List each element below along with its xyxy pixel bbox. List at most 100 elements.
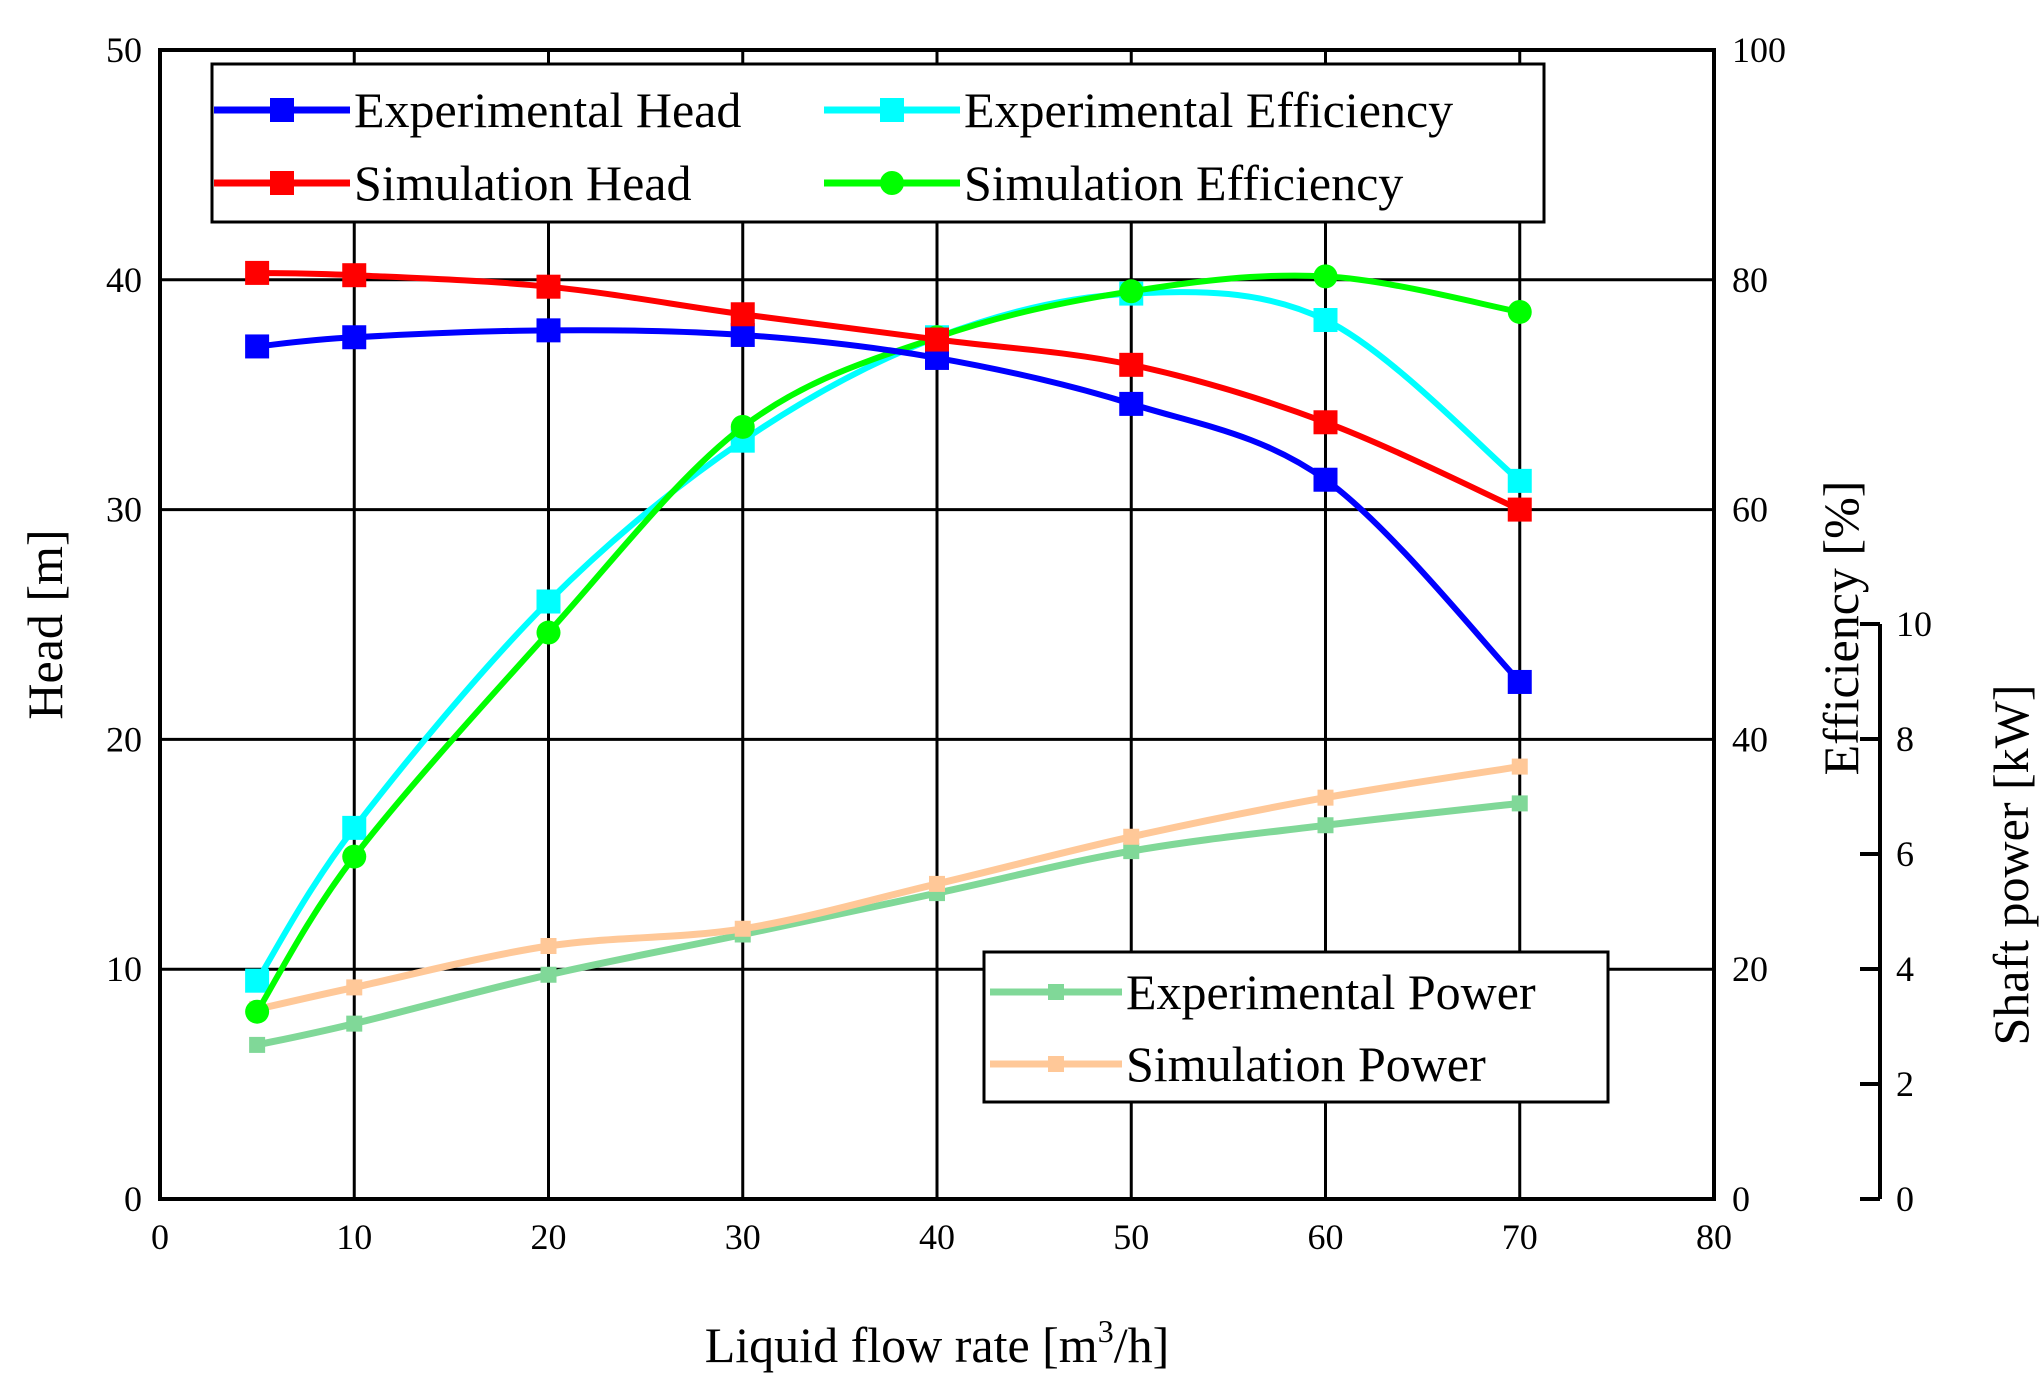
x-tick-label: 80: [1696, 1217, 1732, 1257]
legend-label-simulation-head: Simulation Head: [354, 155, 691, 211]
data-point-simulation-head: [245, 260, 270, 285]
data-point-experimental-head: [730, 322, 755, 347]
data-point-simulation-power: [346, 979, 363, 996]
series-simulation-head: [245, 260, 1532, 522]
data-point-simulation-head: [342, 263, 367, 288]
data-point-simulation-efficiency: [342, 844, 367, 869]
series-simulation-power: [249, 758, 1528, 1018]
series-line-simulation-power: [253, 763, 1524, 1013]
data-point-simulation-efficiency: [1119, 279, 1144, 304]
data-point-experimental-head: [1119, 391, 1144, 416]
x-tick-label: 10: [336, 1217, 372, 1257]
legend-top: Experimental Head Simulation Head Experime…: [210, 62, 1546, 224]
legend-label-experimental-power: Experimental Power: [1126, 964, 1536, 1020]
legend-marker-simulation-power: [1048, 1056, 1064, 1072]
x-tick-label: 20: [531, 1217, 567, 1257]
efficiency-tick-label: 40: [1732, 719, 1768, 759]
axis-ticks: 0 10 20 30 40 50 60 70 8001020304050020406080100…: [106, 30, 1932, 1257]
efficiency-tick-label: 80: [1732, 260, 1768, 300]
head-axis-title: Head [m]: [17, 529, 73, 719]
data-point-experimental-efficiency: [342, 815, 367, 840]
data-point-experimental-power: [249, 1036, 266, 1053]
data-point-simulation-efficiency: [1313, 264, 1338, 289]
data-point-simulation-efficiency: [1507, 299, 1532, 324]
legend-marker-experimental-power: [1048, 984, 1064, 1000]
data-point-simulation-power: [929, 875, 945, 892]
data-point-simulation-head: [1119, 352, 1144, 377]
x-axis-title: Liquid flow rate [m3/h]: [705, 1313, 1170, 1373]
legend-marker-simulation-head: [270, 171, 294, 195]
legend-label-simulation-power: Simulation Power: [1126, 1036, 1486, 1092]
power-axis-title: Shaft power [kW]: [1983, 685, 2039, 1046]
data-point-simulation-power: [1511, 758, 1528, 775]
x-tick-label: 60: [1308, 1217, 1344, 1257]
legend-label-simulation-efficiency: Simulation Efficiency: [964, 155, 1403, 211]
data-point-experimental-efficiency: [1507, 468, 1532, 493]
data-point-simulation-power: [1317, 789, 1334, 806]
data-point-experimental-power: [1511, 795, 1528, 812]
head-tick-label: 30: [106, 490, 142, 530]
legend-label-experimental-head: Experimental Head: [354, 82, 741, 138]
power-tick-label: 4: [1896, 949, 1914, 989]
data-point-experimental-head: [536, 318, 561, 343]
head-tick-label: 40: [106, 260, 142, 300]
legend-bottom: Experimental Power Simulation Power: [982, 950, 1610, 1104]
power-tick-label: 6: [1896, 834, 1914, 874]
data-point-simulation-efficiency: [730, 414, 755, 439]
data-point-experimental-power: [346, 1015, 363, 1032]
data-point-simulation-head: [1313, 410, 1338, 435]
plot-frame: [158, 48, 1716, 1201]
efficiency-tick-label: 0: [1732, 1179, 1750, 1219]
data-point-simulation-efficiency: [536, 620, 561, 645]
legend-marker-experimental-efficiency: [880, 98, 904, 122]
power-tick-label: 0: [1896, 1179, 1914, 1219]
efficiency-axis-title: Efficiency [%]: [1813, 481, 1869, 776]
efficiency-tick-label: 20: [1732, 949, 1768, 989]
legend-bottom-box: [982, 950, 1610, 1104]
data-point-simulation-power: [540, 938, 557, 954]
series-line-experimental-head: [254, 327, 1523, 685]
series-experimental-head: [245, 318, 1532, 694]
series-line-simulation-efficiency: [254, 272, 1523, 1015]
data-point-experimental-head: [1313, 467, 1338, 492]
head-tick-label: 50: [106, 30, 142, 70]
axis-labels: Liquid flow rate [m3/h] Head [m] Efficienc…: [17, 481, 2039, 1373]
data-point-experimental-head: [342, 325, 367, 350]
x-axis-title-superscript: 3: [1098, 1313, 1114, 1349]
series-line-experimental-efficiency: [254, 289, 1523, 984]
legend-label-experimental-efficiency: Experimental Efficiency: [964, 82, 1453, 138]
head-tick-label: 0: [124, 1179, 142, 1219]
data-point-experimental-power: [1123, 843, 1140, 860]
x-tick-label: 0: [151, 1217, 169, 1257]
series-layer: [245, 260, 1532, 1053]
data-point-experimental-power: [1317, 817, 1334, 834]
legend-marker-simulation-efficiency: [880, 171, 904, 195]
x-tick-label: 40: [919, 1217, 955, 1257]
head-tick-label: 10: [106, 949, 142, 989]
x-axis-title-main: Liquid flow rate [m: [705, 1317, 1098, 1373]
legend-marker-experimental-head: [270, 98, 294, 122]
series-experimental-efficiency: [245, 281, 1532, 993]
x-tick-label: 70: [1502, 1217, 1538, 1257]
power-tick-label: 8: [1896, 719, 1914, 759]
data-point-simulation-power: [1123, 828, 1140, 845]
data-point-simulation-efficiency: [245, 999, 270, 1024]
efficiency-tick-label: 60: [1732, 490, 1768, 530]
data-point-experimental-head: [245, 334, 270, 359]
data-point-experimental-efficiency: [1313, 308, 1338, 333]
head-tick-label: 20: [106, 719, 142, 759]
series-line-experimental-power: [253, 799, 1524, 1049]
data-point-experimental-efficiency: [536, 589, 561, 614]
data-point-simulation-head: [730, 302, 755, 327]
series-simulation-efficiency: [245, 264, 1532, 1024]
data-point-simulation-head: [536, 274, 561, 299]
data-point-experimental-efficiency: [245, 968, 270, 993]
data-point-experimental-power: [540, 966, 557, 983]
power-tick-label: 10: [1896, 604, 1932, 644]
x-tick-label: 50: [1113, 1217, 1149, 1257]
power-tick-label: 2: [1896, 1064, 1914, 1104]
x-axis-title-tail: /h]: [1114, 1317, 1170, 1373]
data-point-experimental-head: [1507, 669, 1532, 694]
data-point-simulation-power: [734, 920, 751, 937]
